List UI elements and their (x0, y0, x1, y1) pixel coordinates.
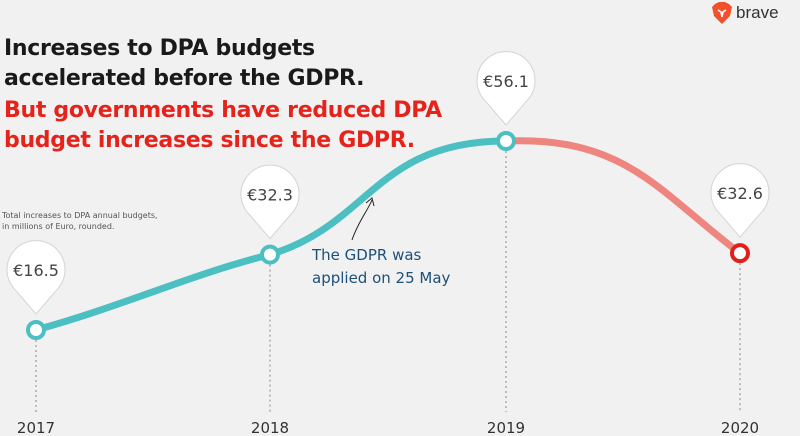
data-point-2019 (496, 131, 516, 151)
data-label-pin (476, 51, 536, 126)
annotation-line-2: applied on 25 May (312, 269, 451, 287)
data-label-pin (6, 240, 66, 315)
data-label-pin (710, 163, 770, 238)
note-line-2: in millions of Euro, rounded. (2, 222, 115, 231)
data-point-2018 (260, 244, 280, 265)
annotation-arrow (351, 199, 373, 241)
brave-logo: brave (712, 2, 779, 24)
gdpr-annotation: The GDPR was applied on 25 May (312, 244, 450, 290)
x-tick-label-2019: 2019 (487, 419, 525, 436)
x-tick-label-2020: 2020 (721, 419, 759, 436)
annotation-arrowhead-icon (365, 197, 375, 207)
data-label-2019: €56.1 (483, 72, 529, 91)
brave-lion-icon (712, 2, 732, 24)
chart-note: Total increases to DPA annual budgets, i… (2, 210, 158, 232)
data-label-2018: €32.3 (247, 186, 293, 205)
data-point-2017 (26, 320, 46, 340)
subtitle-line-2: budget increases since the GDPR. (4, 128, 415, 153)
subtitle-line-1: But governments have reduced DPA (4, 98, 442, 123)
chart-title: Increases to DPA budgets accelerated bef… (4, 34, 364, 94)
data-label-2020: €32.6 (717, 184, 763, 203)
chart-subtitle: But governments have reduced DPA budget … (4, 96, 442, 156)
x-tick-label-2018: 2018 (251, 419, 289, 436)
title-line-2: accelerated before the GDPR. (4, 66, 365, 91)
data-label-pin (240, 164, 300, 240)
x-tick-label-2017: 2017 (17, 419, 55, 436)
data-point-2020 (730, 243, 750, 264)
logo-text: brave (736, 3, 779, 22)
series-line-after-gdpr (502, 137, 744, 257)
title-line-1: Increases to DPA budgets (4, 36, 315, 61)
note-line-1: Total increases to DPA annual budgets, (2, 211, 158, 220)
data-label-2017: €16.5 (13, 261, 59, 280)
annotation-line-1: The GDPR was (312, 246, 422, 264)
